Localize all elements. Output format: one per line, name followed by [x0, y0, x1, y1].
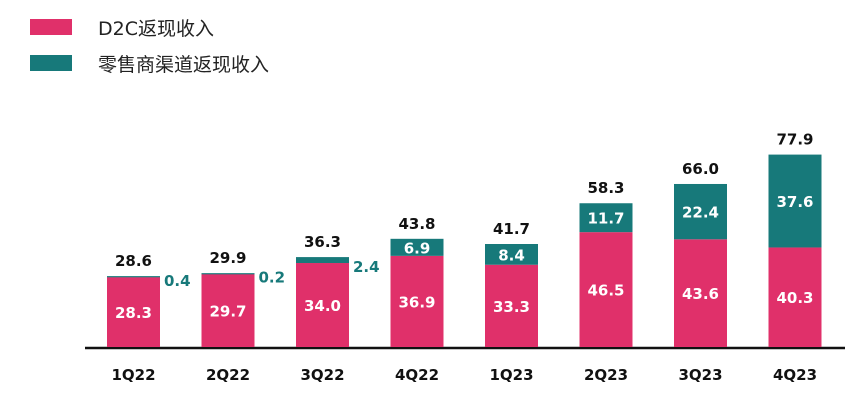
value-label-retail-2q23: 11.7 [587, 210, 624, 228]
bar-d2c-3q23 [674, 239, 727, 347]
total-label-1q22: 28.6 [115, 252, 152, 270]
value-label-d2c-2q23: 46.5 [587, 282, 624, 300]
value-label-retail-4q22: 6.9 [404, 239, 431, 257]
bar-retail-2q22 [201, 273, 255, 275]
value-label-retail-1q23: 8.4 [498, 246, 525, 264]
value-label-d2c-2q22: 29.7 [209, 302, 246, 320]
bar-retail-1q23 [485, 244, 538, 265]
bar-d2c-1q23 [485, 264, 538, 347]
value-label-retail-3q22: 2.4 [353, 258, 380, 276]
bar-d2c-4q22 [390, 255, 444, 347]
legend-swatch-d2c [30, 19, 72, 35]
value-label-retail-2q22: 0.2 [259, 269, 286, 287]
value-label-retail-3q23: 22.4 [682, 204, 719, 222]
bar-retail-1q22 [107, 276, 160, 278]
legend-label-d2c: D2C返现收入 [98, 17, 214, 40]
x-tick-label-1q23: 1Q23 [489, 366, 533, 384]
value-label-retail-1q22: 0.4 [164, 272, 191, 290]
x-tick-label-3q23: 3Q23 [678, 366, 722, 384]
x-tick-label-2q22: 2Q22 [206, 366, 250, 384]
x-tick-label-3q22: 3Q22 [300, 366, 344, 384]
value-label-d2c-3q22: 34.0 [304, 297, 341, 315]
value-label-retail-4q23: 37.6 [776, 193, 813, 211]
bar-retail-2q23 [579, 203, 633, 233]
x-tick-label-2q23: 2Q23 [584, 366, 628, 384]
x-tick-label-1q22: 1Q22 [111, 366, 155, 384]
bar-retail-4q23 [768, 154, 822, 248]
total-label-4q22: 43.8 [398, 215, 435, 233]
bar-d2c-2q23 [579, 232, 633, 347]
total-label-1q23: 41.7 [493, 220, 530, 238]
bar-d2c-1q22 [107, 277, 160, 347]
total-label-3q22: 36.3 [304, 233, 341, 251]
value-label-d2c-4q22: 36.9 [398, 293, 435, 311]
legend-item-retail: 零售商渠道返现收入 [30, 50, 269, 76]
value-label-d2c-1q22: 28.3 [115, 304, 152, 322]
bar-d2c-4q23 [768, 247, 822, 347]
bar-d2c-3q22 [296, 263, 349, 347]
total-label-4q23: 77.9 [776, 131, 813, 149]
legend-swatch-retail [30, 55, 72, 71]
bar-d2c-2q22 [201, 273, 255, 347]
total-label-2q23: 58.3 [587, 179, 624, 197]
total-label-3q23: 66.0 [682, 160, 719, 178]
bar-retail-3q22 [296, 257, 349, 264]
chart-legend: D2C返现收入 零售商渠道返现收入 [30, 14, 269, 86]
x-tick-label-4q22: 4Q22 [395, 366, 439, 384]
value-label-d2c-3q23: 43.6 [682, 285, 719, 303]
value-label-d2c-4q23: 40.3 [776, 289, 813, 307]
legend-item-d2c: D2C返现收入 [30, 14, 269, 40]
legend-label-retail: 零售商渠道返现收入 [98, 53, 270, 76]
value-label-d2c-1q23: 33.3 [493, 298, 530, 316]
bar-retail-3q23 [674, 183, 727, 240]
total-label-2q22: 29.9 [209, 249, 246, 267]
bar-retail-4q22 [390, 238, 444, 256]
x-tick-label-4q23: 4Q23 [773, 366, 817, 384]
